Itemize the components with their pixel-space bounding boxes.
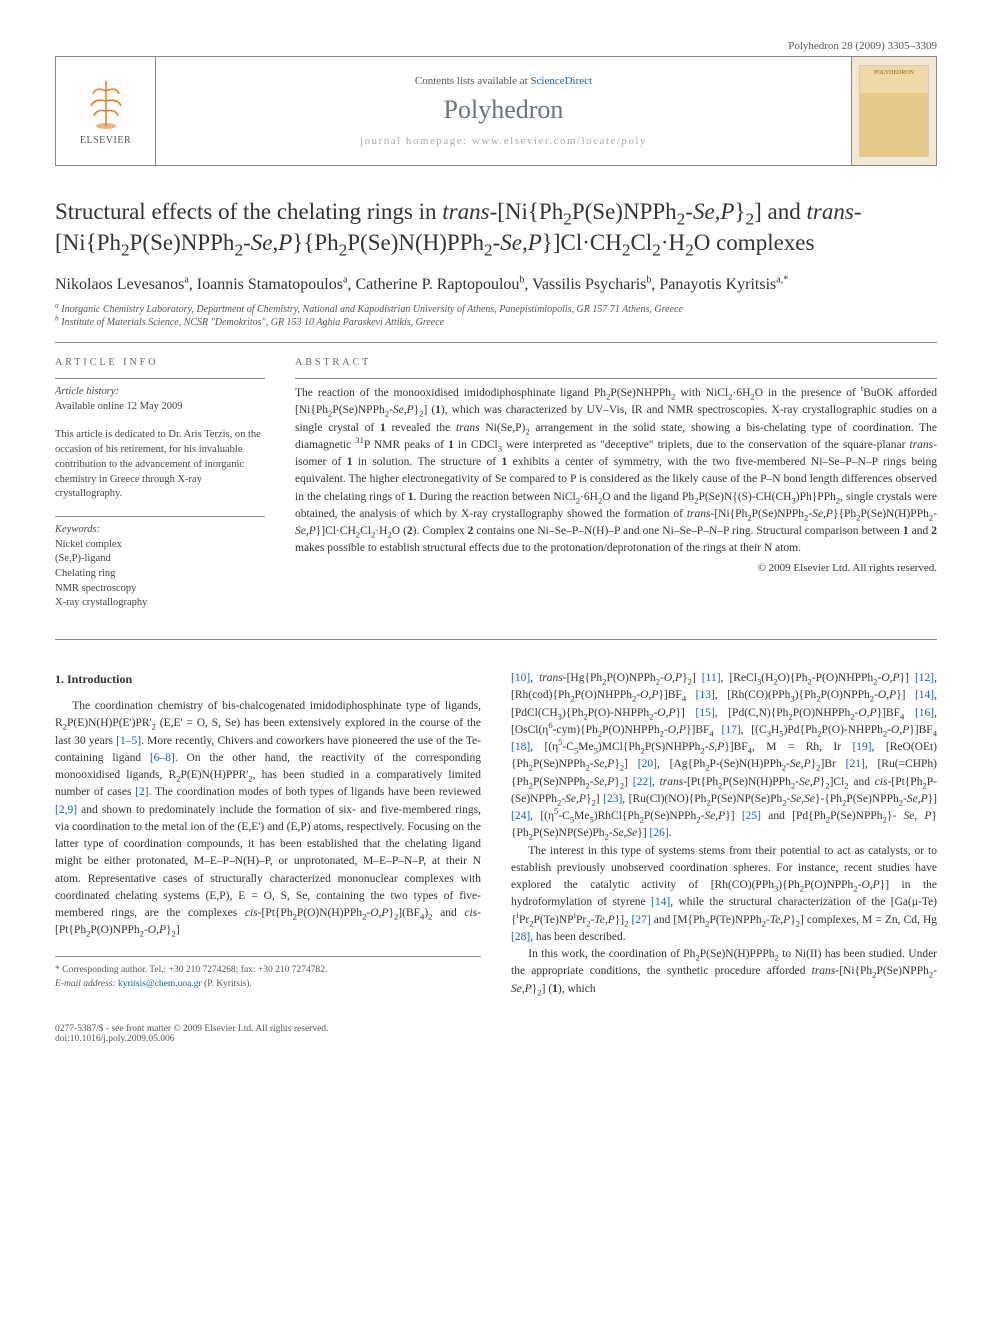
keywords-label: Keywords: <box>55 524 100 535</box>
affiliation-b: b Institute of Materials Science, NCSR "… <box>55 317 937 328</box>
elsevier-tree-icon <box>81 76 131 131</box>
email-line: E-mail address: kyritsis@chem.uoa.gr (P.… <box>55 977 481 991</box>
corresponding-line: * Corresponding author. Tel.: +30 210 72… <box>55 963 481 977</box>
email-suffix: (P. Kyritsis). <box>204 979 252 989</box>
keyword: Chelating ring <box>55 568 115 579</box>
cover-thumbnail <box>859 65 929 157</box>
front-matter-line: 0277-5387/$ - see front matter © 2009 El… <box>55 1024 328 1034</box>
divider <box>55 639 937 640</box>
keywords-block: Keywords: Nickel complex (Se,P)-ligand C… <box>55 523 265 611</box>
keyword: Nickel complex <box>55 539 122 550</box>
homepage-url[interactable]: www.elsevier.com/locate/poly <box>472 135 647 147</box>
contents-line: Contents lists available at ScienceDirec… <box>415 75 592 87</box>
body-paragraph: The coordination chemistry of bis-chalco… <box>55 698 481 940</box>
corresponding-author-footnote: * Corresponding author. Tel.: +30 210 72… <box>55 956 481 992</box>
abstract-column: ABSTRACT The reaction of the monooxidise… <box>295 357 937 625</box>
homepage-prefix: journal homepage: <box>360 135 472 147</box>
journal-header-box: ELSEVIER Contents lists available at Sci… <box>55 56 937 166</box>
body-paragraph: [10], trans-[Hg{Ph2P(O)NPPh2-O,P}2] [11]… <box>511 670 937 843</box>
article-info-column: ARTICLE INFO Article history: Available … <box>55 357 265 625</box>
sciencedirect-link[interactable]: ScienceDirect <box>530 75 592 87</box>
abstract-heading: ABSTRACT <box>295 357 937 368</box>
elsevier-label: ELSEVIER <box>80 135 131 146</box>
body-columns: 1. Introduction The coordination chemist… <box>55 670 937 998</box>
contents-prefix: Contents lists available at <box>415 75 530 87</box>
body-paragraph: The interest in this type of systems ste… <box>511 843 937 947</box>
cover-thumbnail-cell <box>851 57 936 165</box>
authors: Nikolaos Levesanosa, Ioannis Stamatopoul… <box>55 276 937 294</box>
abstract-text: The reaction of the monooxidised imidodi… <box>295 385 937 558</box>
article-title: Structural effects of the chelating ring… <box>55 196 937 258</box>
corresponding-email-link[interactable]: kyritsis@chem.uoa.gr <box>118 979 202 989</box>
dedication: This article is dedicated to Dr. Aris Te… <box>55 428 265 501</box>
publisher-logo-cell: ELSEVIER <box>56 57 156 165</box>
body-paragraph: In this work, the coordination of Ph2P(S… <box>511 946 937 998</box>
journal-name: Polyhedron <box>444 95 564 125</box>
divider <box>55 516 265 517</box>
journal-reference: Polyhedron 28 (2009) 3305–3309 <box>55 40 937 52</box>
divider <box>55 378 265 379</box>
divider <box>55 342 937 343</box>
keyword: (Se,P)-ligand <box>55 553 111 564</box>
history-date: Available online 12 May 2009 <box>55 401 183 412</box>
divider <box>295 378 937 379</box>
article-history: Article history: Available online 12 May… <box>55 385 265 414</box>
history-label: Article history: <box>55 386 119 397</box>
page-footer: 0277-5387/$ - see front matter © 2009 El… <box>55 1018 937 1044</box>
homepage-line: journal homepage: www.elsevier.com/locat… <box>360 135 647 147</box>
article-info-heading: ARTICLE INFO <box>55 357 265 368</box>
keyword: NMR spectroscopy <box>55 583 136 594</box>
info-abstract-row: ARTICLE INFO Article history: Available … <box>55 357 937 625</box>
section-heading: 1. Introduction <box>55 670 481 688</box>
affiliation-a: a Inorganic Chemistry Laboratory, Depart… <box>55 304 937 315</box>
journal-center: Contents lists available at ScienceDirec… <box>156 57 851 165</box>
keyword: X-ray crystallography <box>55 597 147 608</box>
abstract-copyright: © 2009 Elsevier Ltd. All rights reserved… <box>295 562 937 574</box>
footer-left: 0277-5387/$ - see front matter © 2009 El… <box>55 1024 328 1044</box>
doi-line: doi:10.1016/j.poly.2009.05.006 <box>55 1034 328 1044</box>
email-label: E-mail address: <box>55 979 116 989</box>
